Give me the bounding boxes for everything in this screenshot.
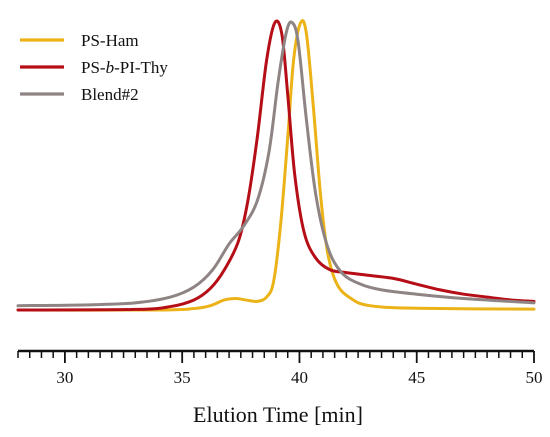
legend-item: Blend#2: [20, 85, 139, 104]
legend-item: PS-Ham: [20, 31, 139, 50]
series-lines: [16, 19, 536, 312]
legend-label-prefix: PS-Ham: [81, 31, 139, 50]
series-line-3: [16, 20, 536, 308]
legend-label-suffix: -PI-Thy: [114, 58, 168, 77]
series-line-1: [16, 19, 536, 312]
x-tick-label: 35: [174, 368, 191, 387]
x-tick-label: 40: [291, 368, 308, 387]
plot-area: [16, 19, 536, 312]
legend-label-prefix: PS-: [81, 58, 106, 77]
legend-label: PS-Ham: [81, 31, 139, 50]
legend-label-italic: b: [106, 58, 115, 77]
legend-label: Blend#2: [81, 85, 139, 104]
series-line-2: [16, 19, 536, 312]
x-axis-ticks: [17, 351, 535, 363]
legend-label: PS-b-PI-Thy: [81, 58, 168, 77]
x-tick-label: 30: [56, 368, 73, 387]
x-tick-label: 45: [408, 368, 425, 387]
x-axis: 30 35 40 45 50 Elution Time [min]: [17, 349, 543, 427]
legend-item: PS-b-PI-Thy: [20, 58, 168, 77]
x-axis-title: Elution Time [min]: [193, 402, 363, 427]
x-tick-label: 50: [526, 368, 543, 387]
x-axis-tick-labels: 30 35 40 45 50: [56, 368, 542, 387]
legend-label-prefix: Blend#2: [81, 85, 139, 104]
legend: PS-Ham PS-b-PI-Thy Blend#2: [20, 31, 168, 104]
